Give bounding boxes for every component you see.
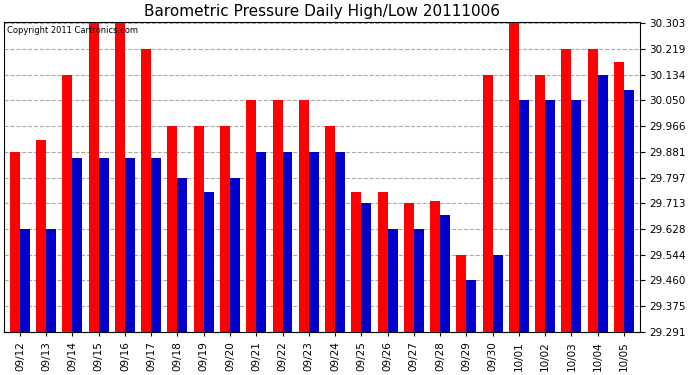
Bar — [624, 90, 634, 375]
Bar — [151, 158, 161, 375]
Title: Barometric Pressure Daily High/Low 20111006: Barometric Pressure Daily High/Low 20111… — [144, 4, 500, 19]
Bar — [10, 152, 20, 375]
Bar — [519, 100, 529, 375]
Bar — [440, 215, 450, 375]
Bar — [282, 152, 293, 375]
Bar — [308, 152, 319, 375]
Bar — [404, 203, 414, 375]
Bar — [194, 126, 204, 375]
Bar — [220, 126, 230, 375]
Bar — [466, 280, 476, 375]
Bar — [20, 229, 30, 375]
Text: Copyright 2011 Cartronics.com: Copyright 2011 Cartronics.com — [8, 26, 138, 35]
Bar — [246, 100, 256, 375]
Bar — [614, 62, 624, 375]
Bar — [168, 126, 177, 375]
Bar — [545, 100, 555, 375]
Bar — [141, 49, 151, 375]
Bar — [36, 140, 46, 375]
Bar — [46, 229, 56, 375]
Bar — [72, 158, 82, 375]
Bar — [414, 229, 424, 375]
Bar — [99, 158, 108, 375]
Bar — [125, 158, 135, 375]
Bar — [598, 75, 608, 375]
Bar — [588, 49, 598, 375]
Bar — [351, 192, 362, 375]
Bar — [335, 152, 345, 375]
Bar — [299, 100, 308, 375]
Bar — [493, 255, 502, 375]
Bar — [482, 75, 493, 375]
Bar — [430, 201, 440, 375]
Bar — [177, 178, 188, 375]
Bar — [256, 152, 266, 375]
Bar — [204, 192, 214, 375]
Bar — [89, 23, 99, 375]
Bar — [362, 203, 371, 375]
Bar — [325, 126, 335, 375]
Bar — [63, 75, 72, 375]
Bar — [456, 255, 466, 375]
Bar — [230, 178, 240, 375]
Bar — [115, 23, 125, 375]
Bar — [273, 100, 282, 375]
Bar — [535, 75, 545, 375]
Bar — [562, 49, 571, 375]
Bar — [509, 23, 519, 375]
Bar — [571, 100, 581, 375]
Bar — [377, 192, 388, 375]
Bar — [388, 229, 397, 375]
